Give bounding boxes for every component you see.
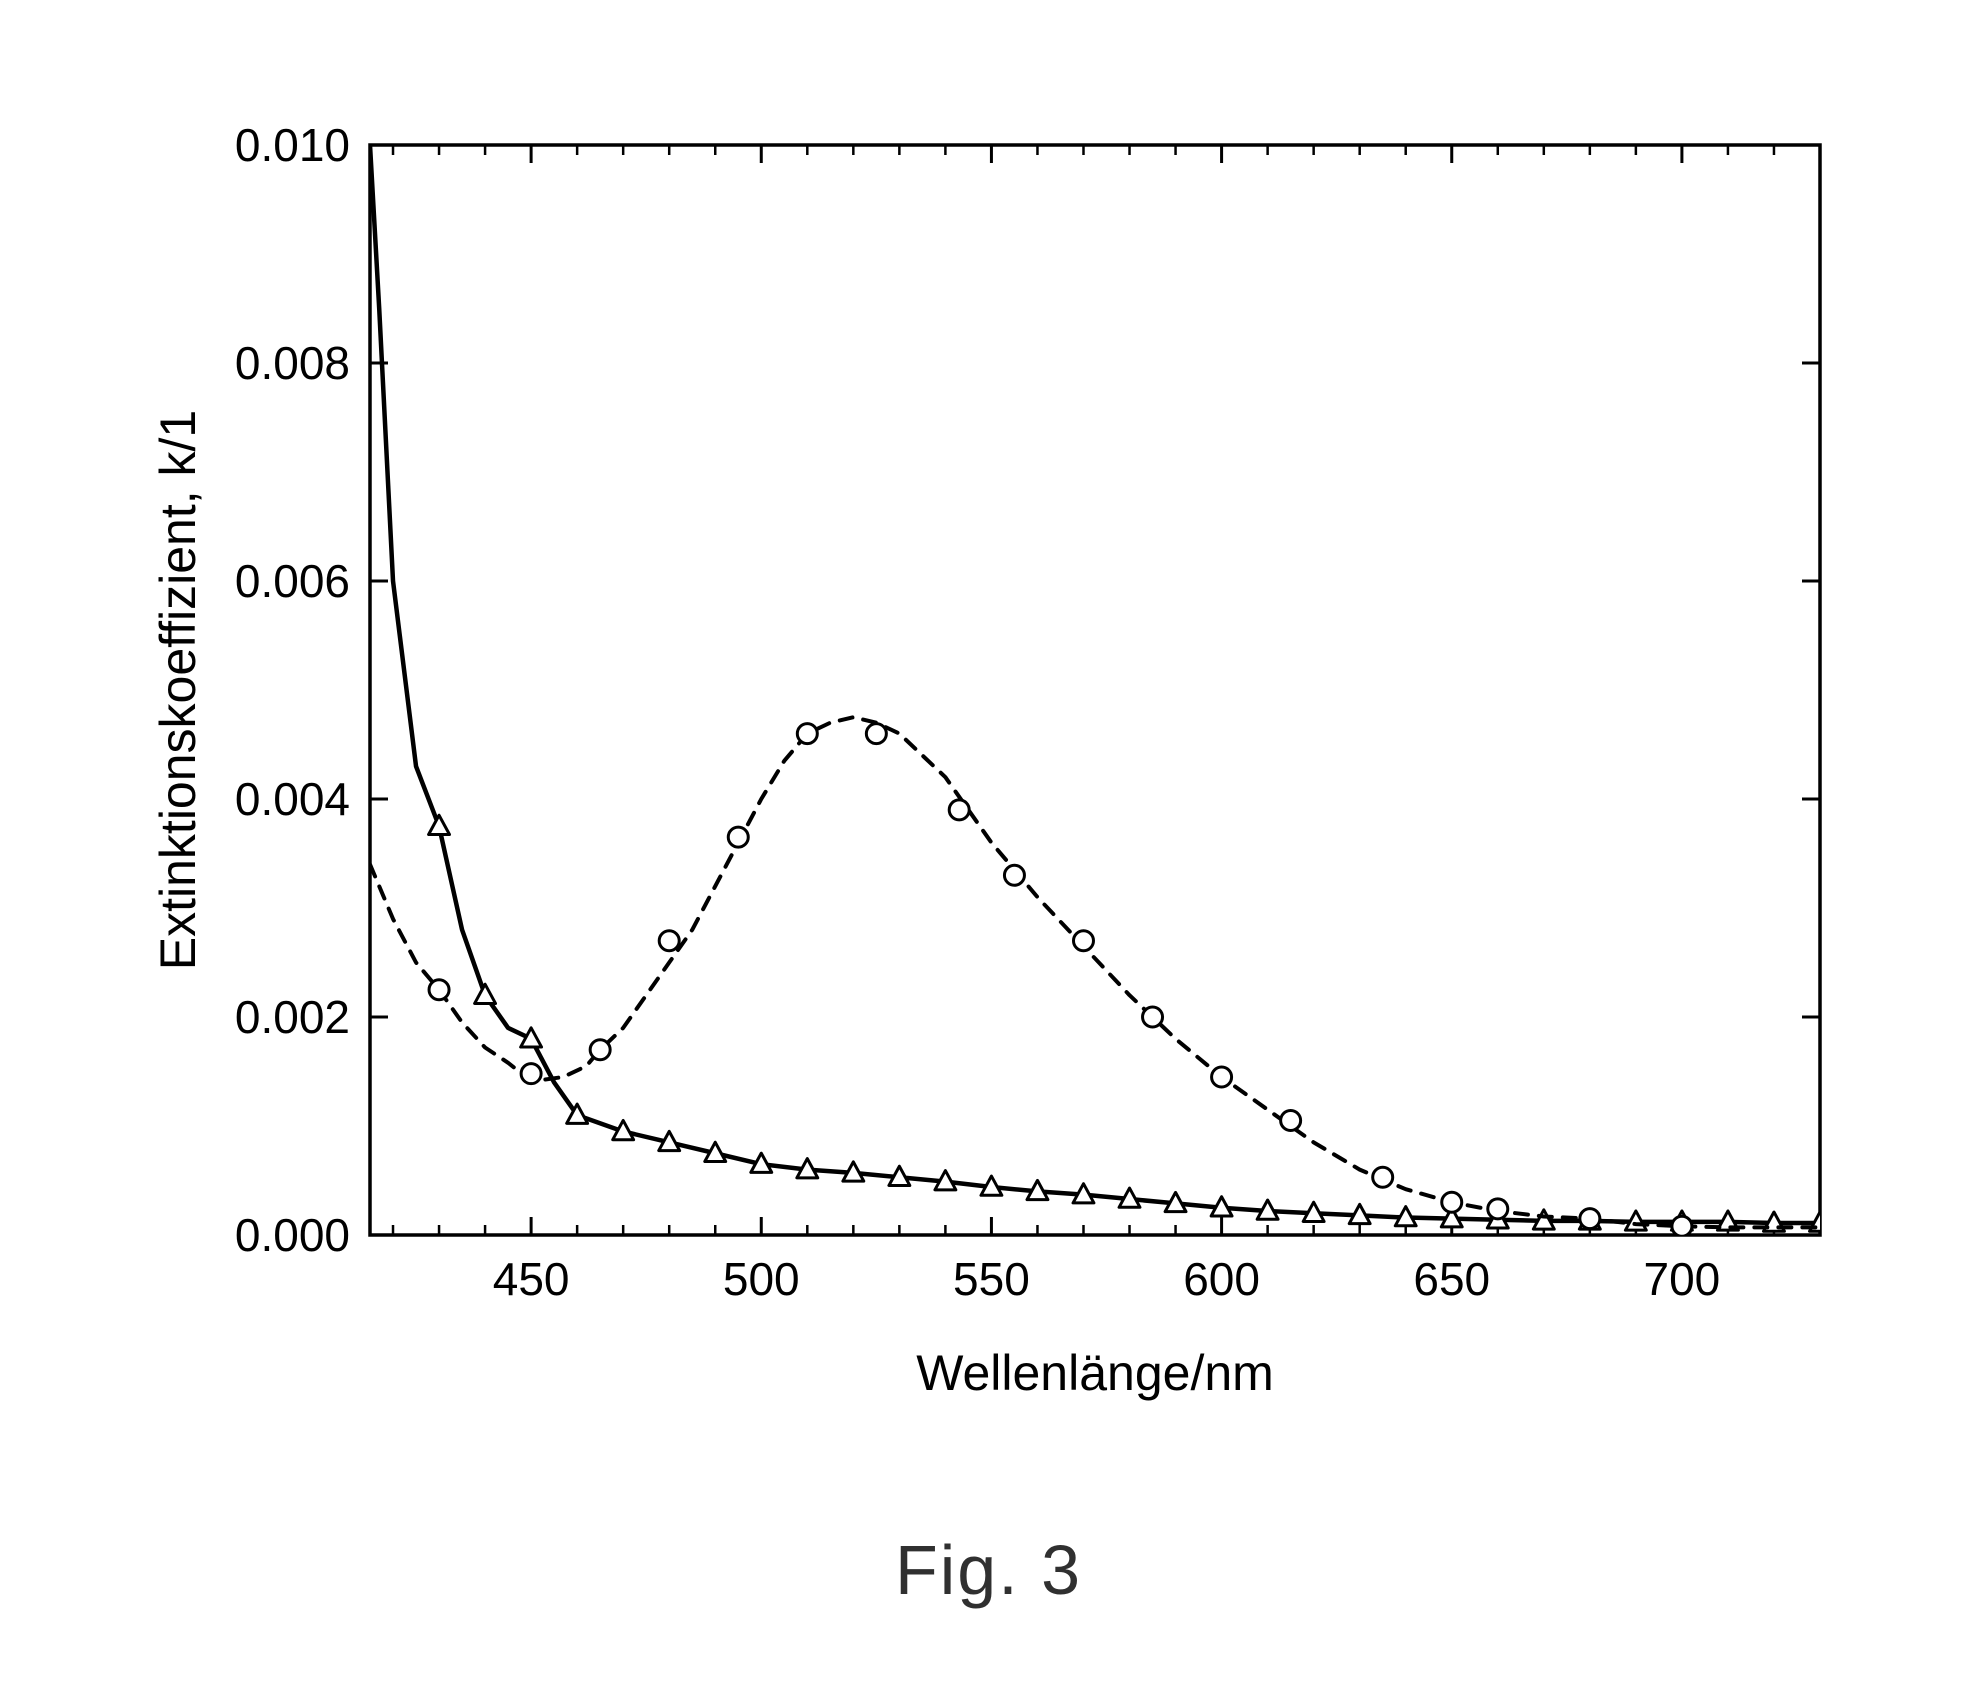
svg-text:700: 700 [1644,1253,1721,1305]
extinction-chart: 450 500 550 600 650 700 0.000 0.002 0.004 0.006 0.… [0,0,1977,1500]
svg-text:450: 450 [493,1253,570,1305]
figure-caption: Fig. 3 [0,1530,1977,1610]
svg-text:Extinktionskoeffizient, k/1: Extinktionskoeffizient, k/1 [150,410,206,970]
svg-text:Wellenlänge/nm: Wellenlänge/nm [916,1345,1274,1401]
svg-text:600: 600 [1183,1253,1260,1305]
svg-text:0.000: 0.000 [235,1209,350,1261]
svg-text:0.002: 0.002 [235,991,350,1043]
svg-text:0.010: 0.010 [235,119,350,171]
svg-text:0.006: 0.006 [235,555,350,607]
svg-text:650: 650 [1413,1253,1490,1305]
svg-text:0.008: 0.008 [235,337,350,389]
page-container: { "figure_caption": "Fig. 3", "chart": {… [0,0,1977,1685]
svg-text:500: 500 [723,1253,800,1305]
svg-text:0.004: 0.004 [235,773,350,825]
svg-text:550: 550 [953,1253,1030,1305]
